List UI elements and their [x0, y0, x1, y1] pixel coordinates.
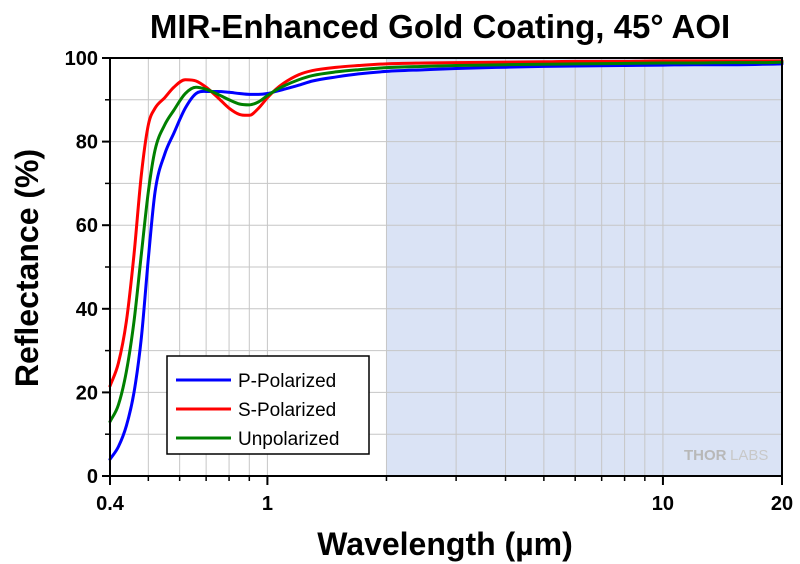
x-tick-label: 0.4 — [96, 493, 125, 515]
x-axis-label: Wavelength (µm) — [317, 526, 572, 562]
x-tick-label: 1 — [262, 493, 273, 515]
chart-title: MIR-Enhanced Gold Coating, 45° AOI — [150, 8, 730, 45]
legend-label-s-polarized: S-Polarized — [238, 400, 336, 421]
series-line-unpolarized — [108, 60, 784, 424]
legend-label-unpolarized: Unpolarized — [238, 429, 339, 450]
axis-ticks: 0 20 40 60 80 100 0.4 1 10 20 — [65, 48, 794, 515]
legend: P-Polarized S-Polarized Unpolarized — [166, 355, 370, 455]
thorlabs-watermark: THOR LABS — [684, 447, 768, 464]
watermark-labs: LABS — [730, 447, 768, 464]
x-tick-label: 20 — [771, 493, 793, 515]
y-tick-label: 0 — [87, 466, 98, 488]
y-tick-label: 40 — [76, 299, 98, 321]
legend-label-p-polarized: P-Polarized — [238, 371, 336, 392]
y-axis-label: Reflectance (%) — [9, 149, 45, 387]
series-lines — [108, 59, 784, 461]
watermark-thor: THOR — [684, 447, 727, 464]
grid — [110, 58, 782, 476]
x-tick-label: 10 — [652, 493, 674, 515]
y-tick-label: 80 — [76, 132, 98, 154]
y-tick-label: 100 — [65, 48, 98, 70]
y-tick-label: 60 — [76, 215, 98, 237]
y-tick-label: 20 — [76, 382, 98, 404]
